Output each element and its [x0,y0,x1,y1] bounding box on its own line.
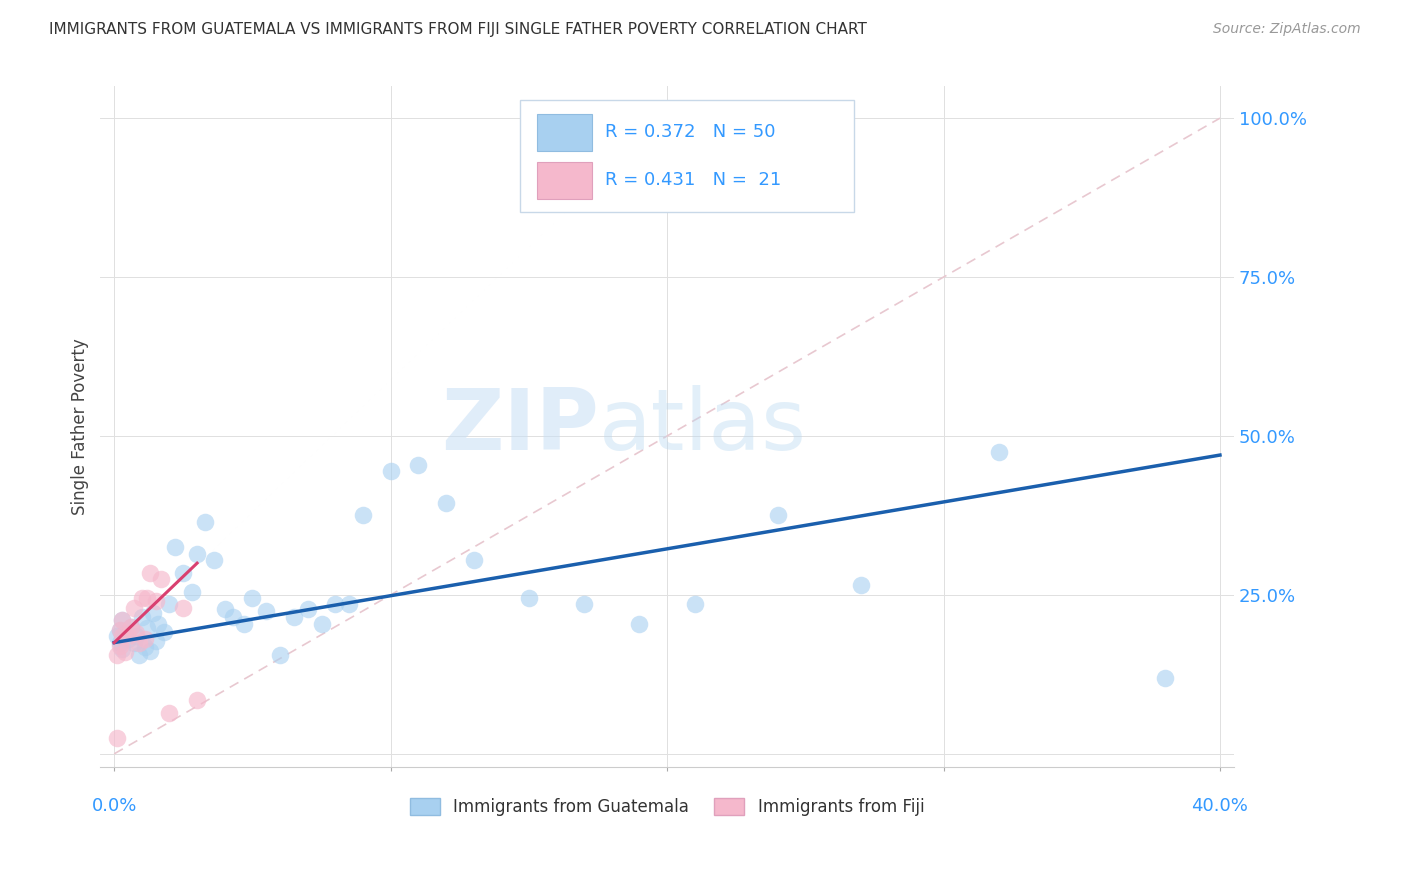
Text: R = 0.372   N = 50: R = 0.372 N = 50 [605,123,775,141]
Point [380,464,402,478]
Point [108,639,131,653]
Point [323,598,346,612]
Point [142,606,165,620]
Point [628,616,651,631]
Y-axis label: Single Father Poverty: Single Father Poverty [72,338,89,515]
Text: IMMIGRANTS FROM GUATEMALA VS IMMIGRANTS FROM FIJI SINGLE FATHER POVERTY CORRELAT: IMMIGRANTS FROM GUATEMALA VS IMMIGRANTS … [49,22,868,37]
Point [311,616,333,631]
Point [125,626,148,640]
Point [134,632,156,647]
Point [150,572,173,586]
Point [120,620,142,634]
Point [172,566,194,580]
Point [111,613,134,627]
Point [572,598,595,612]
Point [159,598,181,612]
Point [337,598,360,612]
Point [254,604,277,618]
Point [117,629,139,643]
Text: atlas: atlas [599,385,807,468]
Point [128,635,150,649]
Point [517,591,540,606]
Point [406,458,429,472]
Point [114,645,136,659]
Point [120,620,142,634]
Point [242,591,264,606]
Point [125,629,148,643]
Point [683,598,706,612]
Point [186,547,208,561]
Point [269,648,291,663]
Point [434,496,457,510]
Point [153,624,176,639]
Point [136,621,159,635]
Point [222,610,245,624]
Point [352,508,374,523]
Point [108,635,131,649]
Point [766,508,789,523]
Point [148,616,170,631]
Point [105,648,128,663]
Text: 40.0%: 40.0% [1191,797,1249,815]
Point [145,633,167,648]
Point [117,632,139,647]
Point [131,591,153,606]
FancyBboxPatch shape [520,100,853,212]
Point [128,648,150,663]
Point [134,640,156,654]
Point [463,553,485,567]
Text: Source: ZipAtlas.com: Source: ZipAtlas.com [1213,22,1361,37]
Point [849,578,872,592]
Point [180,584,202,599]
Point [105,731,128,745]
Legend: Immigrants from Guatemala, Immigrants from Fiji: Immigrants from Guatemala, Immigrants fr… [404,791,931,822]
Point [139,644,162,658]
Point [122,600,145,615]
Point [987,445,1010,459]
FancyBboxPatch shape [537,114,592,151]
Point [108,623,131,637]
Point [297,602,319,616]
Point [194,515,217,529]
Point [111,629,134,643]
Point [172,600,194,615]
Point [122,635,145,649]
Point [233,616,256,631]
Text: ZIP: ZIP [441,385,599,468]
Point [136,591,159,606]
Point [105,629,128,643]
Point [108,623,131,637]
Text: R = 0.431   N =  21: R = 0.431 N = 21 [605,170,780,188]
Text: 0.0%: 0.0% [91,797,136,815]
Point [111,642,134,657]
Point [139,566,162,580]
Point [1153,671,1175,685]
Point [145,594,167,608]
Point [186,693,208,707]
Point [214,602,236,616]
Point [131,610,153,624]
Point [114,626,136,640]
Point [202,553,225,567]
Point [111,613,134,627]
Point [163,541,186,555]
Point [159,706,181,720]
Point [283,610,305,624]
FancyBboxPatch shape [537,161,592,199]
